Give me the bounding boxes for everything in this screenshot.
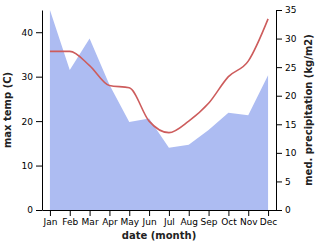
tick-mark (189, 210, 190, 216)
tick-mark (276, 124, 282, 125)
tick-mark (36, 166, 42, 167)
tick: Jul (163, 210, 175, 227)
tick-mark (90, 210, 91, 216)
tick-label: 35 (285, 5, 296, 15)
tick-mark (36, 210, 42, 211)
tick-mark (276, 67, 282, 68)
axis: 0 5 10 15 20 25 30 35 (276, 5, 297, 215)
tick-label: Sep (201, 217, 218, 227)
tick: Jan (42, 210, 57, 227)
line-series (50, 19, 268, 133)
tick-mark (149, 210, 150, 216)
tick-label: 15 (285, 120, 296, 130)
tick-label: 10 (285, 148, 297, 158)
tick-label: Aug (180, 217, 198, 227)
tick-mark (129, 210, 130, 216)
tick-label: Apr (102, 217, 118, 227)
axis: Jan Feb MarAprMayJun Jul AugSepOctNovDec (42, 210, 277, 227)
area-series (50, 10, 268, 210)
y-axis-title: max temp (C) (2, 72, 13, 148)
tick: 40 (22, 28, 42, 38)
tick: Mar (82, 210, 99, 227)
axis-line (43, 210, 277, 211)
tick-label: 0 (27, 205, 33, 215)
plot-area (50, 10, 268, 210)
tick-label: 20 (285, 91, 297, 101)
tick: 10 (276, 148, 297, 158)
chart: Jan Feb MarAprMayJun Jul AugSepOctNovDec 0 10 2… (0, 0, 318, 247)
tick-mark (209, 210, 210, 216)
tick-mark (276, 153, 282, 154)
tick: Nov (240, 210, 258, 227)
tick: 20 (22, 116, 42, 126)
tick-mark (248, 210, 249, 216)
tick: 35 (276, 5, 296, 15)
tick-mark (50, 210, 51, 216)
tick-mark (228, 210, 229, 216)
tick-label: Dec (260, 217, 277, 227)
tick-label: Feb (62, 217, 78, 227)
tick-label: 10 (22, 161, 34, 171)
tick: 30 (22, 72, 42, 82)
tick: 5 (276, 177, 291, 187)
tick: Aug (180, 210, 198, 227)
tick-mark (70, 210, 71, 216)
tick-label: 25 (285, 63, 296, 73)
tick-label: 20 (22, 116, 34, 126)
tick-mark (109, 210, 110, 216)
tick: 15 (276, 120, 296, 130)
tick-mark (36, 77, 42, 78)
axis-line (42, 11, 43, 211)
tick-label: Nov (240, 217, 258, 227)
tick-mark (276, 96, 282, 97)
tick: 25 (276, 63, 296, 73)
tick: May (120, 210, 139, 227)
x-axis-title: date (month) (122, 230, 196, 241)
tick: Dec (260, 210, 277, 227)
tick-label: 30 (22, 72, 34, 82)
tick: 20 (276, 91, 297, 101)
tick: Oct (221, 210, 237, 227)
tick-label: 0 (285, 205, 291, 215)
tick-label: May (120, 217, 139, 227)
tick-label: Jan (42, 217, 57, 227)
tick-label: Jun (142, 217, 157, 227)
tick-mark (36, 121, 42, 122)
tick-mark (36, 32, 42, 33)
tick: Apr (102, 210, 118, 227)
tick-mark (276, 39, 282, 40)
tick-label: Oct (221, 217, 237, 227)
tick: 30 (276, 34, 297, 44)
tick-mark (276, 181, 282, 182)
tick: 10 (22, 161, 42, 171)
tick-mark (268, 210, 269, 216)
tick-label: Mar (82, 217, 99, 227)
tick-label: Jul (163, 217, 175, 227)
tick-mark (276, 10, 282, 11)
tick-mark (169, 210, 170, 216)
axis-line (276, 11, 277, 211)
tick-label: 5 (285, 177, 291, 187)
tick-label: 30 (285, 34, 297, 44)
tick: 0 (27, 205, 42, 215)
tick-mark (276, 210, 282, 211)
y2-axis-title: med. precipitation (kg/m2) (303, 34, 314, 186)
tick-label: 40 (22, 28, 34, 38)
tick: Feb (62, 210, 78, 227)
axis: 0 10 20 30 40 (22, 11, 43, 216)
tick: Sep (201, 210, 218, 227)
tick: Jun (142, 210, 157, 227)
tick: 0 (276, 205, 291, 215)
